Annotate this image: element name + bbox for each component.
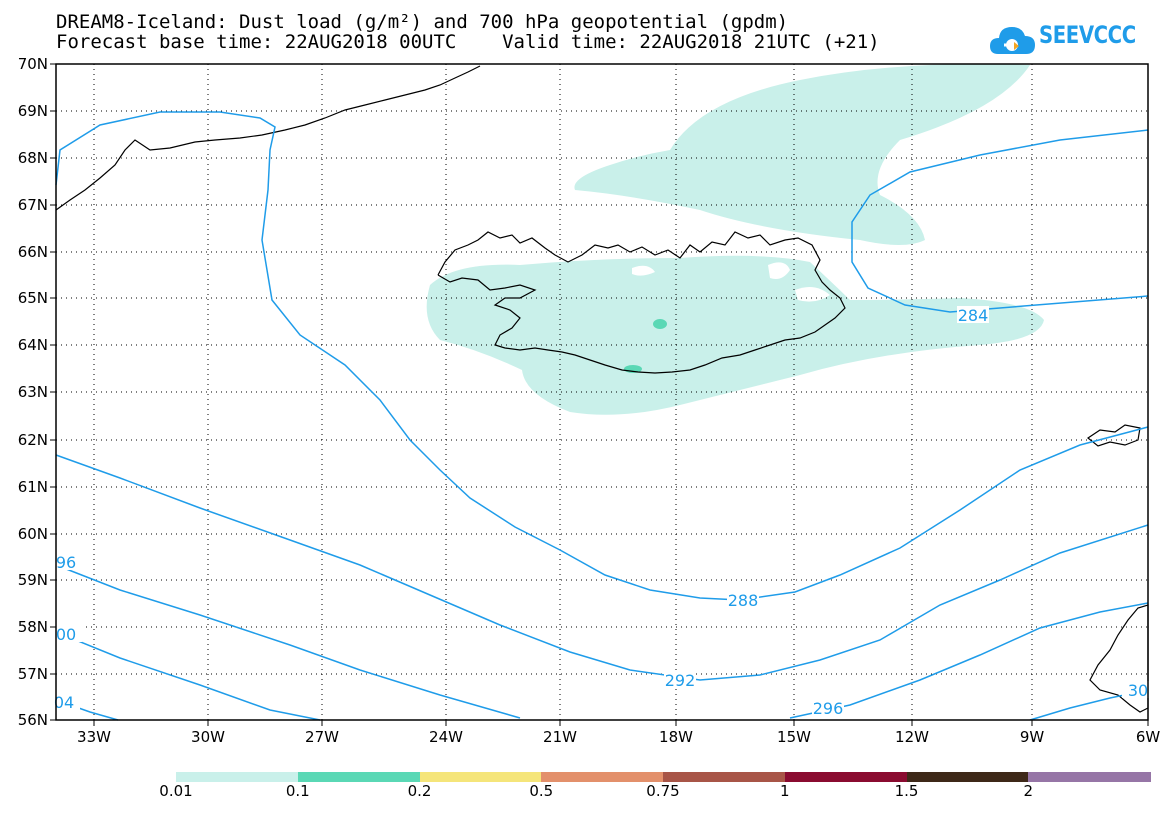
colorbar-segment xyxy=(297,772,420,782)
lat-label: 66N xyxy=(18,243,48,261)
colorbar-segment xyxy=(784,772,907,782)
lat-label: 60N xyxy=(18,525,48,543)
forecast-time-subtitle: Forecast base time: 22AUG2018 00UTC Vali… xyxy=(56,31,880,53)
colorbar xyxy=(176,772,1151,782)
contour-label-bg xyxy=(957,306,989,323)
lon-label: 30W xyxy=(191,728,225,746)
lon-label: 9W xyxy=(1020,728,1045,746)
lat-label: 69N xyxy=(18,102,48,120)
lat-label: 59N xyxy=(18,571,48,589)
lon-label: 27W xyxy=(305,728,339,746)
lat-label: 61N xyxy=(18,478,48,496)
colorbar-segment xyxy=(541,772,664,782)
colorbar-segment xyxy=(906,772,1029,782)
lon-label: 24W xyxy=(429,728,463,746)
greenland-coastline xyxy=(55,65,481,211)
faroe-islands-coastline xyxy=(1086,424,1141,447)
lon-label: 21W xyxy=(543,728,577,746)
map-title: DREAM8-Iceland: Dust load (g/m²) and 700… xyxy=(56,11,789,33)
colorbar-segment xyxy=(419,772,542,782)
colorbar-label: 0.75 xyxy=(646,782,680,800)
contour-label: 96 xyxy=(56,553,76,572)
lat-label: 67N xyxy=(18,196,48,214)
contour-label: 04 xyxy=(54,693,74,712)
iceland-coastline xyxy=(437,231,846,374)
contour-label: 00 xyxy=(56,625,76,644)
dust-load-shading xyxy=(426,64,1045,415)
lon-label: 12W xyxy=(895,728,929,746)
lon-label: 15W xyxy=(777,728,811,746)
contour-label-bg xyxy=(50,625,82,642)
colorbar-label: 2 xyxy=(1023,782,1034,800)
contour-288 xyxy=(55,111,1149,601)
contour-label-bg xyxy=(664,671,696,688)
seevccc-logo: SEEVCCC xyxy=(988,18,1138,60)
lat-label: 65N xyxy=(18,289,48,307)
contour-label: 30 xyxy=(1128,681,1148,700)
geopotential-contours xyxy=(55,111,1149,721)
clear-patch-northeast xyxy=(768,262,790,279)
contour-label-bg xyxy=(50,553,82,570)
logo-text: SEEVCCC xyxy=(1039,21,1136,49)
cloud-icon xyxy=(990,27,1035,54)
lat-label: 64N xyxy=(18,336,48,354)
lat-label: 70N xyxy=(18,55,48,73)
contour-292 xyxy=(55,454,1149,681)
colorbar-label: 0.2 xyxy=(407,782,432,800)
contour-296-east xyxy=(789,602,1149,719)
axis-ticks xyxy=(50,63,1149,726)
dust-area-iceland xyxy=(426,255,1045,415)
contour-300-west xyxy=(55,631,321,721)
lat-label: 63N xyxy=(18,383,48,401)
lat-label: 68N xyxy=(18,149,48,167)
contour-label-bg xyxy=(812,699,844,716)
lon-label: 18W xyxy=(659,728,693,746)
contour-label-bg xyxy=(727,591,759,608)
colorbar-label: 0.5 xyxy=(529,782,554,800)
colorbar-label: 0.01 xyxy=(159,782,193,800)
lat-label: 62N xyxy=(18,431,48,449)
lat-label: 57N xyxy=(18,665,48,683)
dust-patch-interior xyxy=(653,319,667,329)
contour-label: 296 xyxy=(813,699,844,718)
contour-284 xyxy=(851,129,1149,313)
contour-296-west xyxy=(55,564,521,719)
colorbar-segment xyxy=(1028,772,1151,782)
contour-label-bg xyxy=(1122,681,1154,698)
colorbar-segment xyxy=(176,772,299,782)
lon-label: 33W xyxy=(77,728,111,746)
colorbar-label: 0.1 xyxy=(285,782,310,800)
contour-label: 284 xyxy=(958,306,989,325)
contour-label: 288 xyxy=(728,591,759,610)
lat-label: 58N xyxy=(18,618,48,636)
lon-label: 6W xyxy=(1136,728,1161,746)
colorbar-segment xyxy=(663,772,786,782)
clear-patch-north xyxy=(632,265,655,276)
dust-area-north xyxy=(574,64,1030,245)
lat-label: 56N xyxy=(18,711,48,729)
contour-label: 292 xyxy=(665,671,696,690)
colorbar-label: 1.5 xyxy=(894,782,919,800)
colorbar-label: 1 xyxy=(779,782,790,800)
